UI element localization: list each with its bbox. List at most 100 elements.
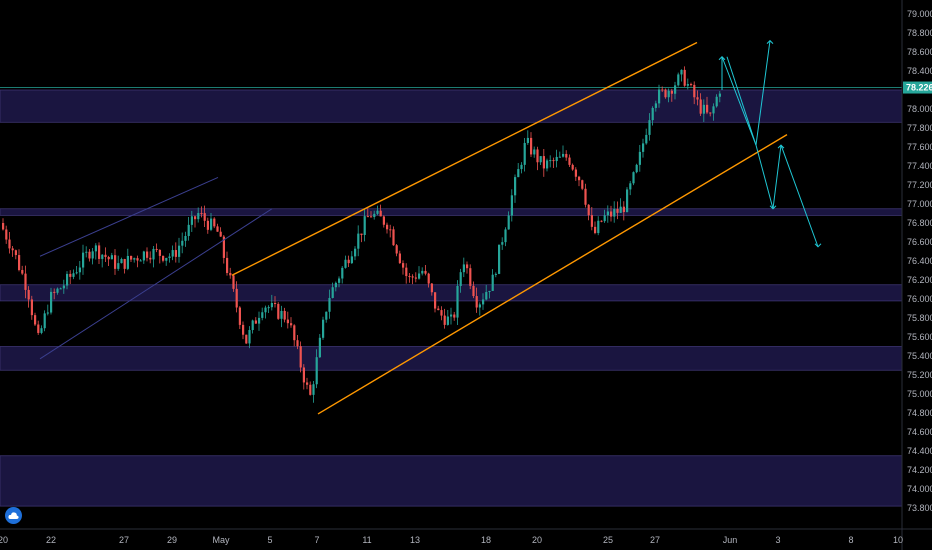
candle-body bbox=[222, 236, 225, 258]
y-tick-label: 77.000 bbox=[907, 199, 932, 209]
x-tick-label: 3 bbox=[775, 535, 780, 545]
candle-body bbox=[392, 229, 395, 246]
candle-body bbox=[443, 315, 446, 325]
old-channel-upper bbox=[39, 176, 219, 257]
candle-body bbox=[501, 242, 504, 245]
candle-body bbox=[507, 215, 510, 230]
x-tick-label: 7 bbox=[314, 535, 319, 545]
y-tick-label: 73.800 bbox=[907, 503, 932, 513]
candle-body bbox=[30, 299, 33, 316]
x-tick-label: 20 bbox=[532, 535, 542, 545]
candle-body bbox=[200, 213, 203, 215]
projection-down-path bbox=[726, 56, 819, 247]
candle-body bbox=[139, 260, 142, 262]
candle-body bbox=[8, 239, 11, 249]
candle-body bbox=[504, 229, 507, 243]
candle-body bbox=[14, 250, 17, 256]
candle-body bbox=[133, 258, 136, 260]
x-tick-label: 13 bbox=[410, 535, 420, 545]
candle-body bbox=[411, 276, 414, 278]
candle-body bbox=[389, 229, 392, 231]
candle-body bbox=[37, 324, 40, 333]
candle-body bbox=[421, 270, 424, 274]
candle-body bbox=[328, 297, 331, 312]
zone-rect bbox=[0, 284, 903, 302]
candle-body bbox=[645, 134, 648, 144]
candle-body bbox=[238, 307, 241, 325]
candle-body bbox=[146, 251, 149, 258]
candle-body bbox=[600, 220, 603, 222]
candle-body bbox=[229, 272, 232, 276]
candle-body bbox=[446, 316, 449, 325]
candle-body bbox=[366, 216, 369, 218]
candle-body bbox=[459, 272, 462, 286]
candle-body bbox=[386, 224, 389, 230]
y-tick-label: 75.600 bbox=[907, 332, 932, 342]
candle-body bbox=[542, 156, 545, 169]
candle-body bbox=[69, 273, 72, 277]
candle-body bbox=[635, 164, 638, 173]
zone-rect bbox=[0, 346, 903, 371]
candle-body bbox=[373, 213, 376, 218]
candle-body bbox=[43, 313, 46, 329]
candle-body bbox=[418, 273, 421, 279]
candle-body bbox=[344, 259, 347, 268]
candle-body bbox=[562, 153, 565, 157]
candle-body bbox=[248, 330, 251, 344]
candle-body bbox=[690, 84, 693, 86]
candle-body bbox=[94, 245, 97, 252]
candle-body bbox=[50, 291, 53, 313]
candle-body bbox=[706, 104, 709, 113]
candle-body bbox=[82, 252, 85, 268]
y-tick-label: 74.200 bbox=[907, 465, 932, 475]
candle-body bbox=[2, 223, 5, 230]
y-tick-label: 75.400 bbox=[907, 351, 932, 361]
candle-body bbox=[270, 302, 273, 308]
y-tick-label: 75.000 bbox=[907, 389, 932, 399]
candle-body bbox=[296, 340, 299, 347]
projection-arrowhead bbox=[766, 39, 774, 44]
x-tick-label: 29 bbox=[167, 535, 177, 545]
candle-body bbox=[616, 209, 619, 213]
candle-body bbox=[107, 256, 110, 260]
candle-body bbox=[462, 264, 465, 273]
candle-body bbox=[290, 323, 293, 326]
candle-body bbox=[574, 169, 577, 177]
candle-body bbox=[251, 320, 254, 331]
candle-body bbox=[686, 84, 689, 86]
candle-body bbox=[632, 172, 635, 184]
x-tick-label: 18 bbox=[481, 535, 491, 545]
candle-body bbox=[91, 251, 94, 259]
candle-body bbox=[661, 89, 664, 91]
candle-body bbox=[302, 367, 305, 383]
candle-body bbox=[398, 253, 401, 264]
candle-body bbox=[395, 245, 398, 254]
zone-rect bbox=[0, 89, 903, 123]
candle-body bbox=[354, 248, 357, 257]
y-tick-label: 75.200 bbox=[907, 370, 932, 380]
x-tick-label: 27 bbox=[650, 535, 660, 545]
candle-body bbox=[693, 84, 696, 98]
candle-body bbox=[517, 169, 520, 178]
candle-body bbox=[360, 233, 363, 235]
candle-body bbox=[203, 213, 206, 221]
candle-body bbox=[603, 215, 606, 222]
tradingview-cloud-icon[interactable] bbox=[5, 507, 22, 524]
candle-body bbox=[638, 151, 641, 165]
x-tick-label: 5 bbox=[267, 535, 272, 545]
y-tick-label: 77.400 bbox=[907, 161, 932, 171]
y-tick-label: 77.200 bbox=[907, 180, 932, 190]
candle-body bbox=[181, 240, 184, 246]
candle-body bbox=[584, 188, 587, 205]
candle-body bbox=[363, 216, 366, 235]
candle-body bbox=[539, 156, 542, 163]
candle-body bbox=[338, 278, 341, 283]
candle-body bbox=[341, 267, 344, 279]
candle-body bbox=[571, 164, 574, 170]
candle-body bbox=[280, 310, 283, 319]
candle-body bbox=[110, 255, 113, 260]
x-tick-label: 22 bbox=[46, 535, 56, 545]
candle-body bbox=[578, 176, 581, 181]
channel-lower bbox=[317, 134, 788, 415]
